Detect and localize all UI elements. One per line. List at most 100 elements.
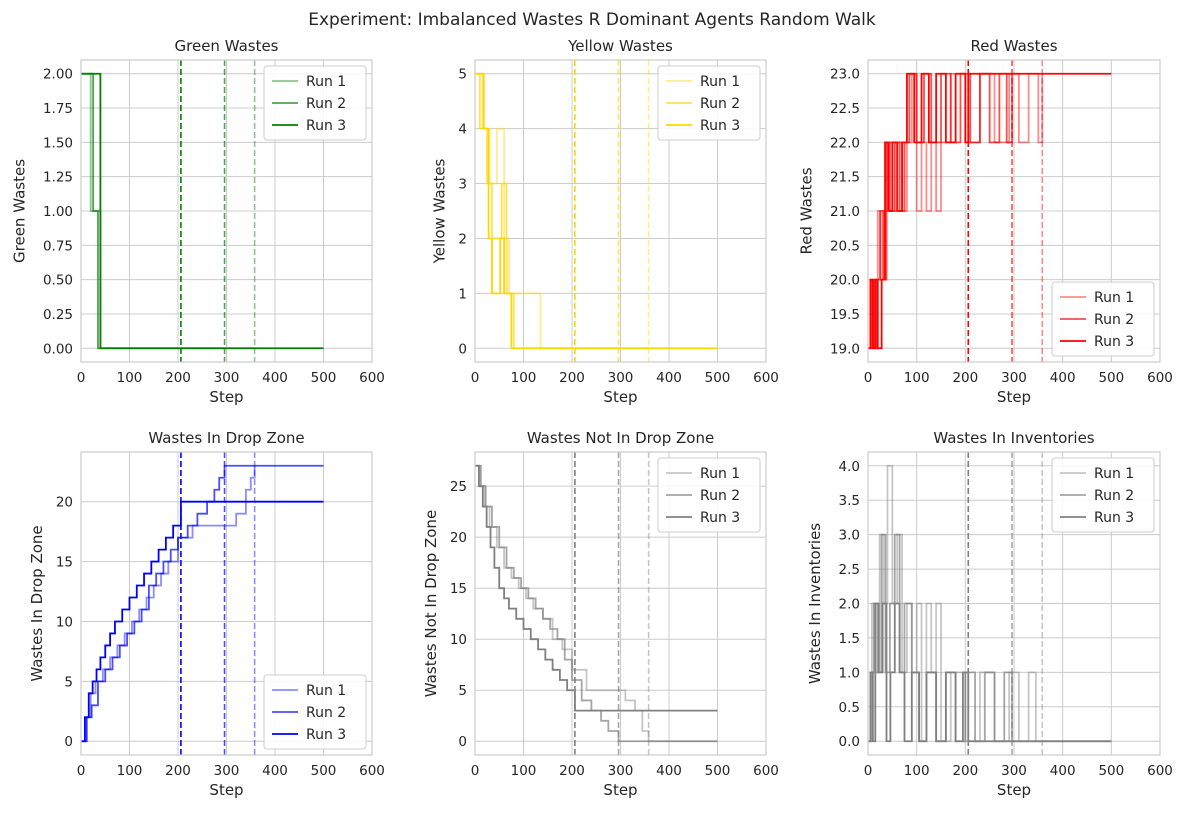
legend-label-run-1: Run 1 [700,74,740,90]
y-tick-label: 0 [458,734,467,750]
y-tick-label: 23.0 [830,67,860,83]
legend-label-run-1: Run 1 [306,683,346,699]
legend-label-run-2: Run 2 [306,705,346,721]
legend-box [1051,457,1155,533]
x-tick-label: 500 [1098,763,1124,779]
legend: Run 1 Run 2 Run 3 [263,65,367,141]
y-tick-label: 3 [458,177,467,193]
chart-panel-3: 0 100 200 300 400 500 600 19.0 19.5 20.0 20.5 21.0 2… [798,37,1173,406]
series-group [475,452,718,755]
x-tick-label: 400 [1050,763,1076,779]
x-tick-label: 0 [471,370,480,386]
y-tick-label: 20.0 [830,273,860,289]
series-group [868,452,1112,755]
y-tick-label: 22.0 [830,135,860,151]
legend-label-run-2: Run 2 [1094,312,1134,328]
y-tick-label: 0 [64,734,73,750]
plot-frame [867,59,1161,363]
y-tick-label: 3.5 [839,493,860,509]
y-tick-label: 19.5 [830,307,860,323]
series-group [81,60,324,362]
legend-label-run-3: Run 3 [306,118,346,134]
x-tick-label: 400 [262,370,288,386]
y-tick-label: 0.0 [839,734,860,750]
x-axis-label: Step [603,388,637,406]
x-tick-label: 300 [214,763,240,779]
y-tick-label: 20 [56,495,73,511]
chart-title: Red Wastes [970,37,1057,55]
x-tick-label: 200 [952,370,978,386]
x-tick-label: 200 [559,763,585,779]
x-tick-label: 300 [214,370,240,386]
x-tick-label: 0 [77,763,86,779]
y-tick-label: 1.0 [839,665,860,681]
legend-label-run-3: Run 3 [306,727,346,743]
y-tick-label: 5 [64,674,73,690]
y-tick-label: 2 [458,231,467,247]
chart-panel-5: 0 100 200 300 400 500 600 0 5 10 15 20 25 Wastes Not … [422,429,779,799]
y-tick-label: 15 [450,581,467,597]
series-line-run-3 [868,602,1112,743]
legend-label-run-2: Run 2 [1094,488,1134,504]
x-tick-label: 100 [117,763,143,779]
x-tick-label: 300 [1001,763,1027,779]
chart-title: Wastes In Inventories [933,429,1094,447]
y-tick-label: 2.0 [839,597,860,613]
x-tick-label: 300 [608,763,634,779]
x-tick-label: 500 [705,763,731,779]
x-axis-label: Step [209,781,243,799]
legend-label-run-1: Run 1 [306,74,346,90]
y-tick-label: 0 [458,341,467,357]
legend: Run 1 Run 2 Run 3 [263,674,367,750]
chart-panel-6: 0 100 200 300 400 500 600 0.0 0.5 1.0 1.5 2.0 2.5 3.0… [806,429,1173,799]
legend-label-run-2: Run 2 [700,96,740,112]
series-line-run-2 [475,72,619,350]
y-tick-label: 5 [458,67,467,83]
x-tick-label: 0 [471,763,480,779]
plot-frame [867,451,1161,756]
x-tick-label: 100 [904,370,930,386]
y-tick-label: 21.0 [830,204,860,220]
y-tick-label: 10 [450,632,467,648]
x-tick-label: 400 [656,370,682,386]
y-tick-label: 1 [458,286,467,302]
x-tick-label: 600 [753,370,779,386]
x-tick-label: 500 [705,370,731,386]
x-axis-label: Step [209,388,243,406]
x-tick-label: 200 [559,370,585,386]
y-tick-label: 3.0 [839,528,860,544]
y-tick-label: 1.5 [839,631,860,647]
series-line-run-3 [868,72,1112,350]
x-tick-label: 100 [511,370,537,386]
plot-frame [474,59,767,363]
y-tick-label: 1.00 [43,204,73,220]
x-axis-label: Step [603,781,637,799]
x-tick-label: 300 [1001,370,1027,386]
chart-title: Green Wastes [175,37,279,55]
y-tick-label: 4.0 [839,459,860,475]
x-tick-label: 500 [1098,370,1124,386]
chart-title: Wastes In Drop Zone [148,429,304,447]
legend-box [263,674,367,750]
y-axis-label: Red Wastes [798,167,816,254]
x-tick-label: 400 [656,763,682,779]
chart-panel-1: 0 100 200 300 400 500 600 0.00 0.25 0.50 0.75 1.00 1… [11,37,385,406]
chart-title: Yellow Wastes [567,37,673,55]
y-tick-label: 20 [450,530,467,546]
y-tick-label: 20.5 [830,238,860,254]
x-tick-label: 300 [608,370,634,386]
series-group [81,452,324,755]
y-tick-label: 2.00 [43,67,73,83]
x-tick-label: 100 [511,763,537,779]
legend-label-run-1: Run 1 [1094,290,1134,306]
x-tick-label: 0 [864,370,873,386]
chart-panel-4: 0 100 200 300 400 500 600 0 5 10 15 20 Wastes In Dro… [28,429,385,799]
x-axis-label: Step [997,388,1031,406]
legend: Run 1 Run 2 Run 3 [657,65,761,141]
y-tick-label: 21.5 [830,170,860,186]
series-group [868,60,1112,362]
series-line-run-3 [475,72,718,350]
x-tick-label: 500 [311,763,337,779]
x-tick-label: 600 [753,763,779,779]
